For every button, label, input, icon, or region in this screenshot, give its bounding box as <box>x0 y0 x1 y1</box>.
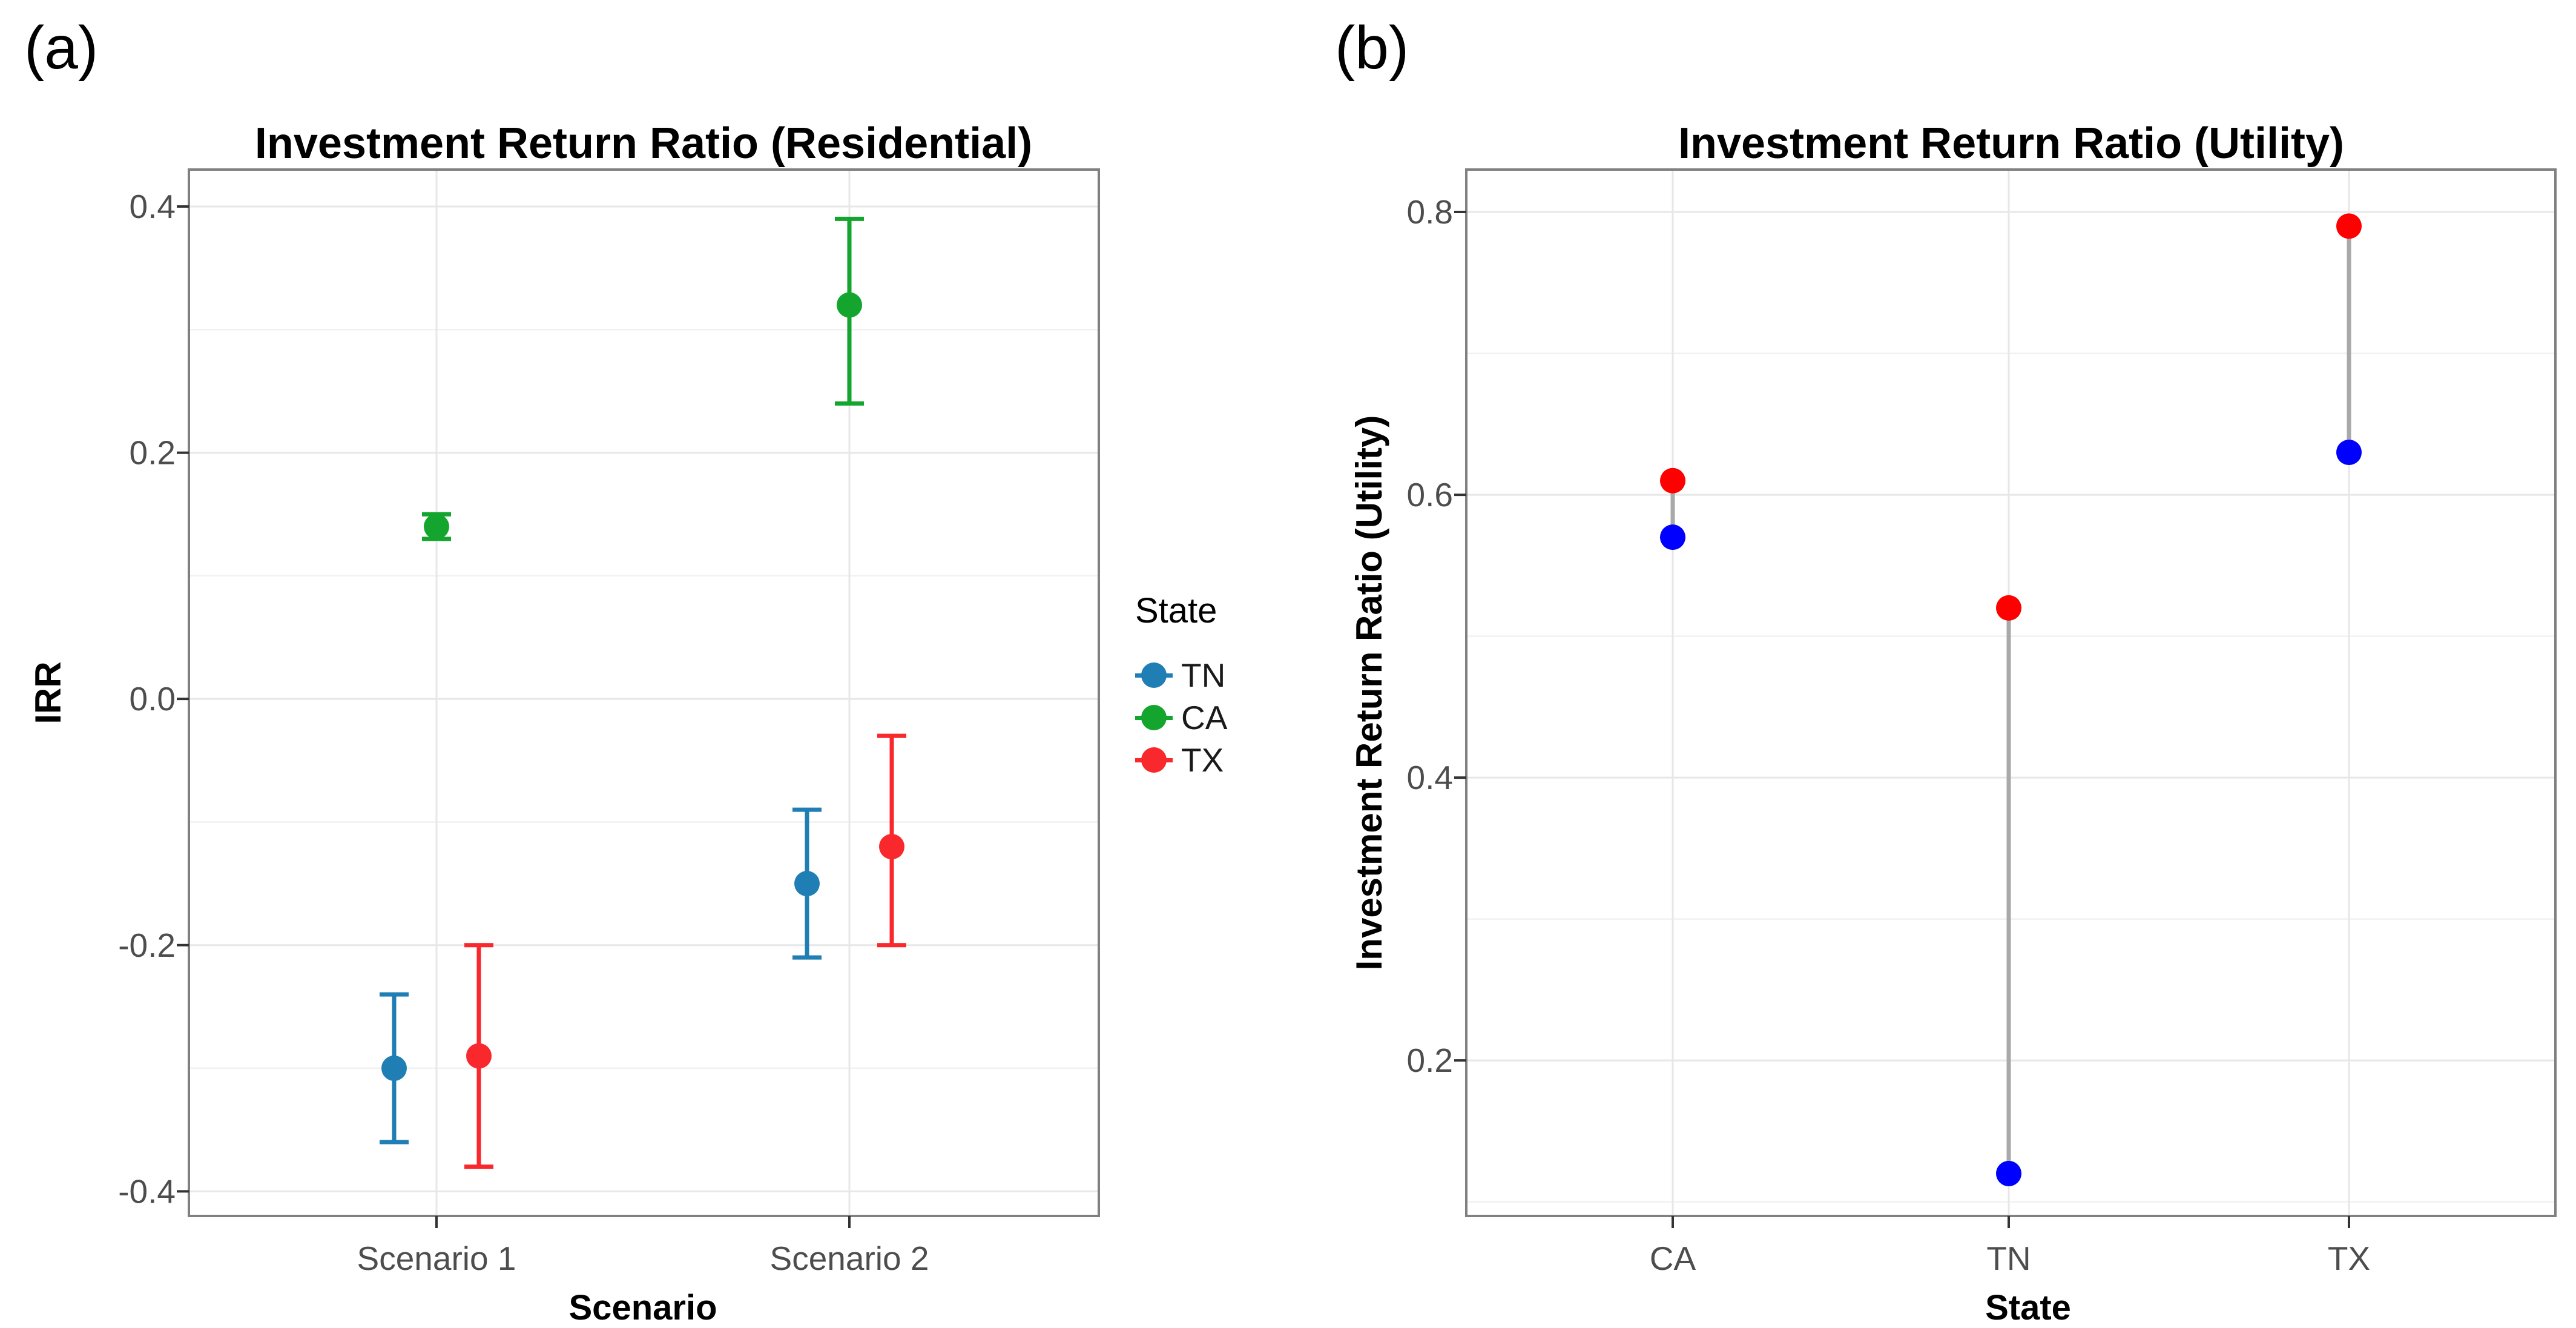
data-point <box>1996 595 2021 621</box>
y-tick-label: -0.2 <box>118 927 176 964</box>
legend-label: CA <box>1181 699 1228 736</box>
data-point <box>879 834 904 860</box>
data-point <box>794 871 820 897</box>
legend-items: TN CA TX <box>1135 654 1227 781</box>
legend-item-ca: CA <box>1135 696 1227 739</box>
x-tick-label: CA <box>1650 1240 1696 1277</box>
legend-key-dot <box>1141 747 1167 773</box>
legend-key-dot <box>1141 705 1167 730</box>
data-point <box>2336 213 2362 239</box>
legend-state: State TN CA TX <box>1135 590 1227 781</box>
panel-b-tag: (b) <box>1335 14 1409 82</box>
legend-label: TN <box>1181 656 1226 694</box>
y-tick-label: 0.6 <box>1407 476 1453 514</box>
y-tick-label: -0.4 <box>118 1172 176 1210</box>
y-tick-label: 0.0 <box>130 680 176 718</box>
data-point <box>1660 524 1685 550</box>
chart-b-x-axis-title: State <box>1985 1288 2071 1327</box>
data-point <box>2336 440 2362 466</box>
y-tick-label: 0.4 <box>130 188 176 225</box>
legend-key-dot <box>1141 662 1167 688</box>
panel-a-tag: (a) <box>24 14 99 82</box>
y-tick-label: 0.2 <box>1407 1042 1453 1079</box>
panel-border <box>188 168 1100 1217</box>
data-point <box>1660 467 1685 494</box>
y-tick-label: 0.8 <box>1407 193 1453 231</box>
legend-item-tx: TX <box>1135 739 1227 781</box>
legend-key-dot-icon <box>1135 661 1173 690</box>
x-tick-label: TN <box>1986 1240 2031 1277</box>
legend-title: State <box>1135 591 1217 630</box>
y-tick-label: 0.2 <box>130 434 176 472</box>
chart-a-title: Investment Return Ratio (Residential) <box>254 119 1033 168</box>
data-point <box>1996 1160 2021 1186</box>
chart-b-title: Investment Return Ratio (Utility) <box>1678 119 2345 168</box>
data-point <box>837 292 862 318</box>
legend-key-dot-icon <box>1135 745 1173 775</box>
data-point <box>381 1055 407 1082</box>
chart-a-x-axis-title: Scenario <box>568 1288 717 1327</box>
legend-key-dot-icon <box>1135 703 1173 732</box>
data-point <box>424 514 449 540</box>
data-point <box>466 1043 492 1069</box>
panel-border <box>1465 168 2557 1217</box>
x-tick-label: Scenario 2 <box>770 1240 929 1277</box>
x-tick-label: TX <box>2328 1240 2370 1277</box>
legend-item-tn: TN <box>1135 654 1227 696</box>
x-tick-label: Scenario 1 <box>357 1240 516 1277</box>
y-tick-label: 0.4 <box>1407 759 1453 796</box>
legend-label: TX <box>1181 741 1224 779</box>
